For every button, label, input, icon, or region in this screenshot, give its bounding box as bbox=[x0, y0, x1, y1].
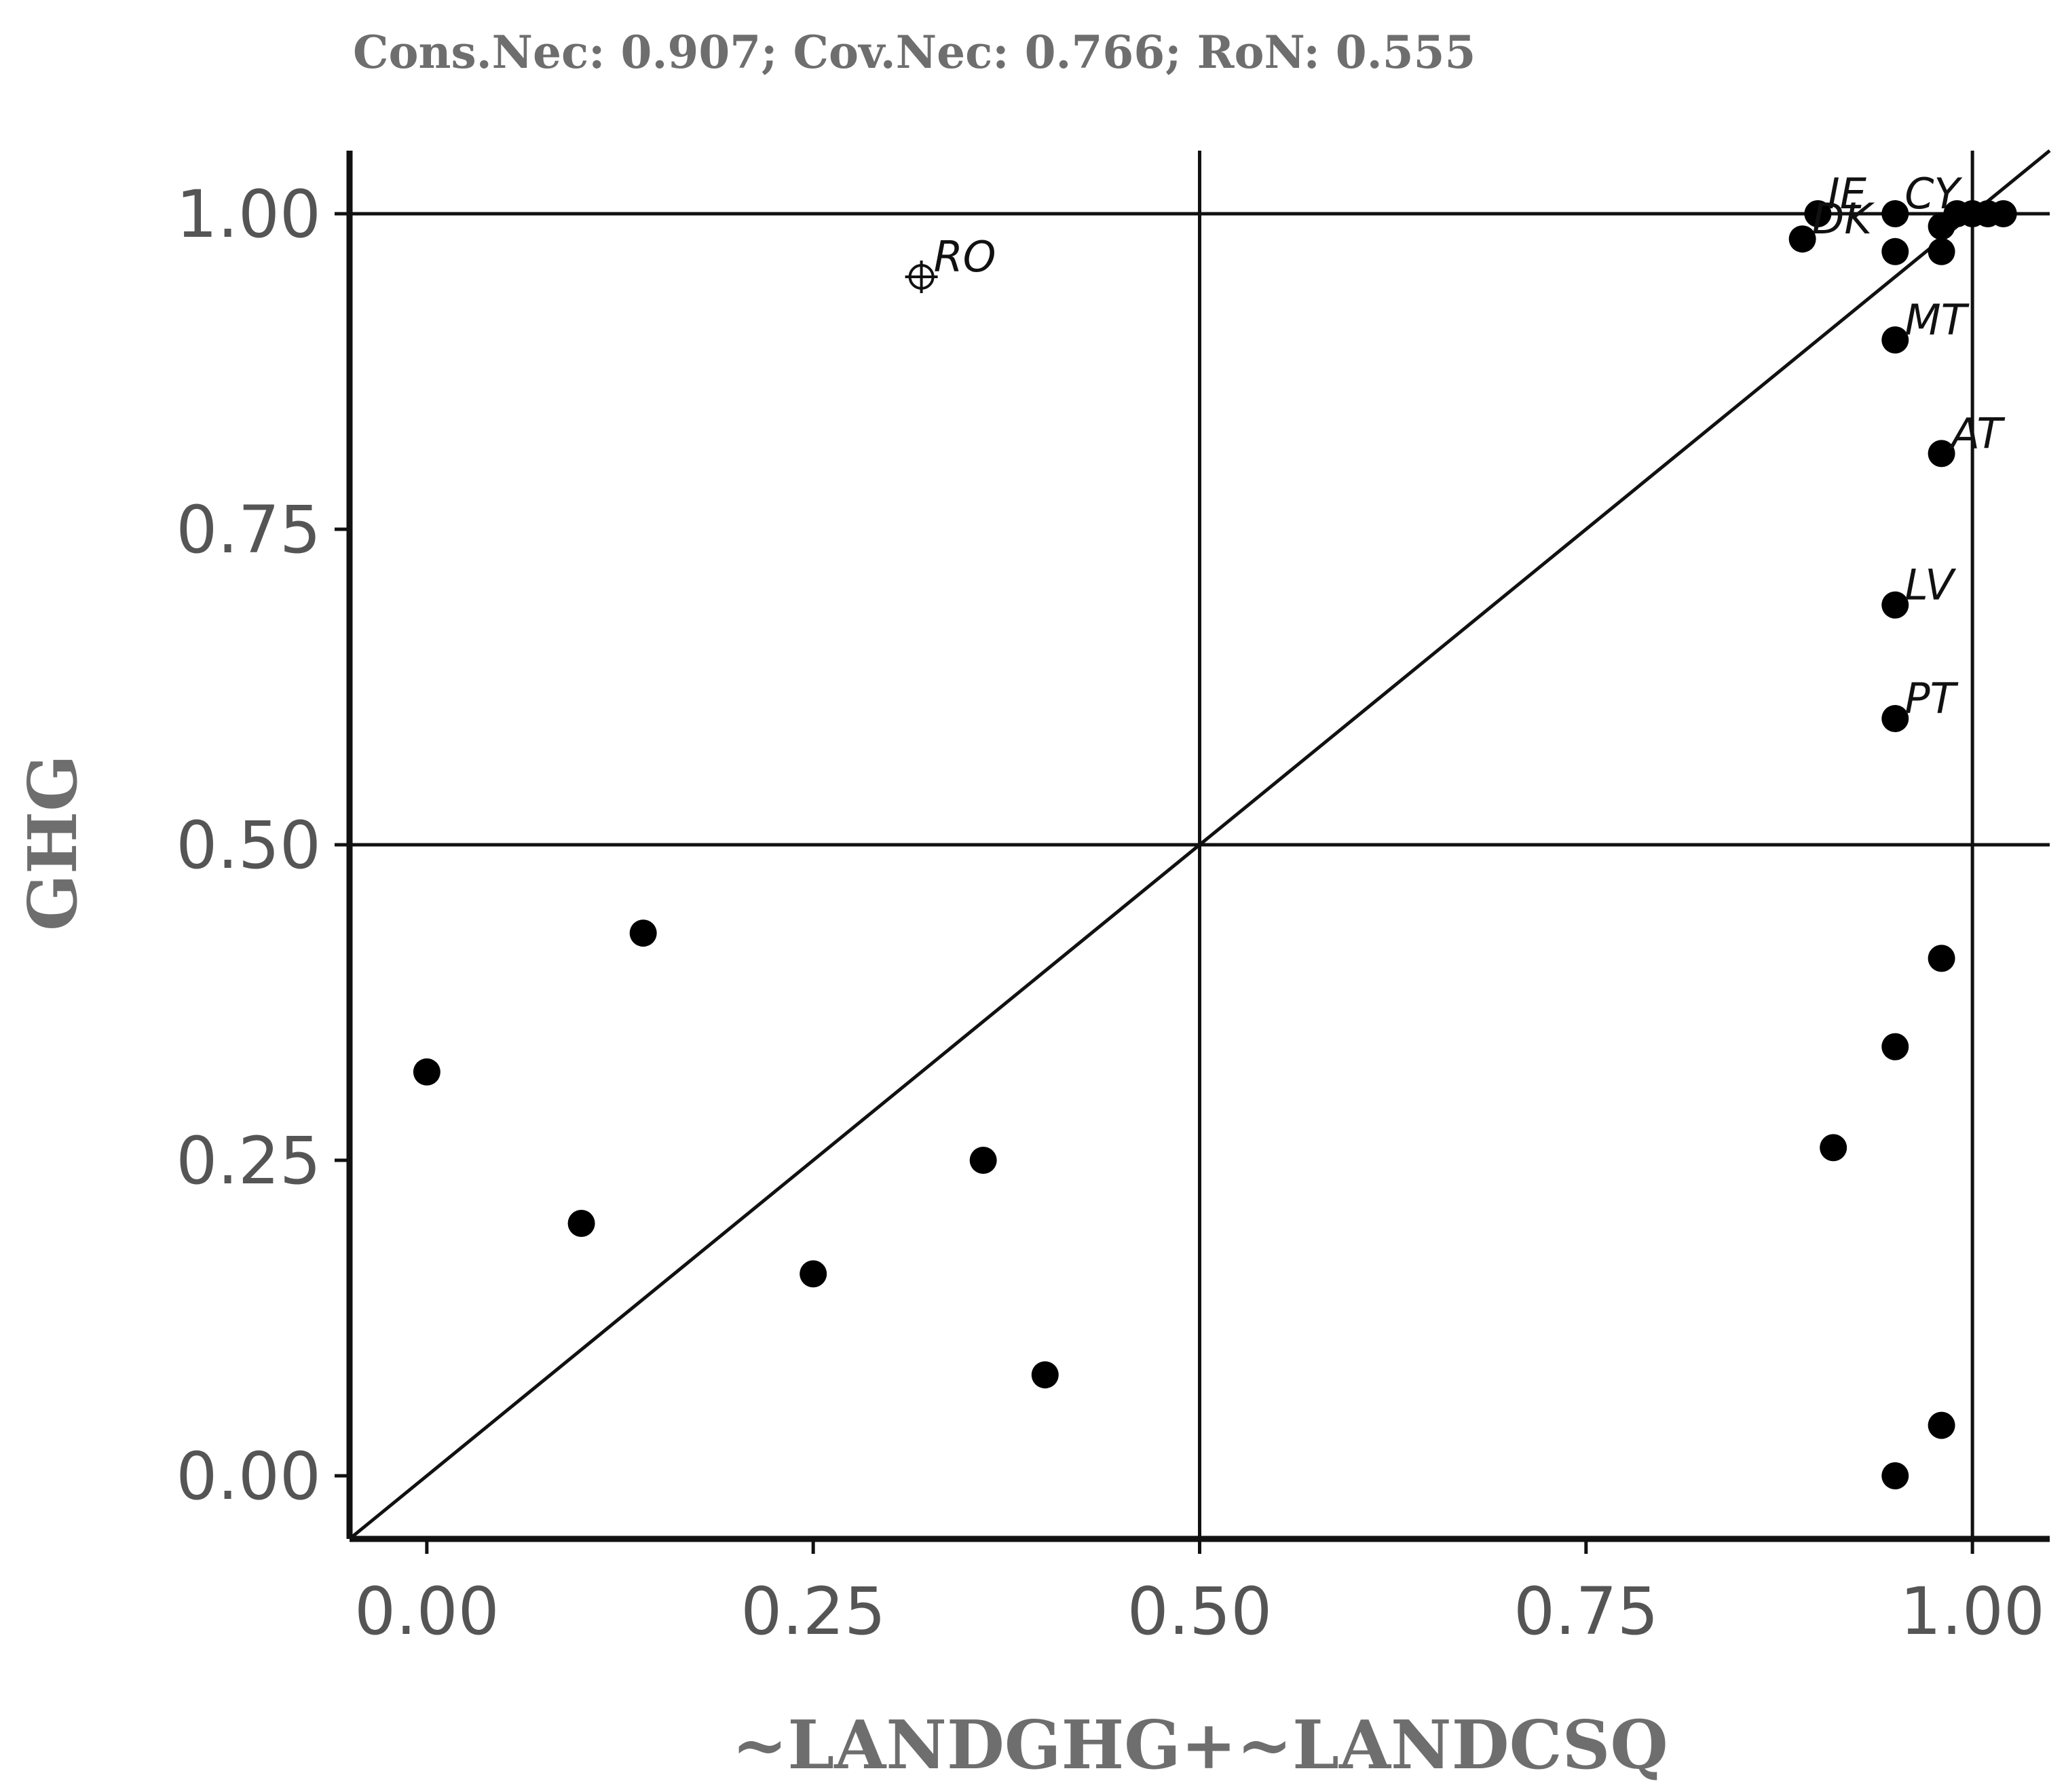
data-point bbox=[413, 1058, 440, 1086]
data-point bbox=[1881, 705, 1909, 732]
y-axis-title: GHG bbox=[14, 755, 92, 931]
x-tick-label: 1.00 bbox=[1900, 1574, 2045, 1650]
data-point bbox=[1788, 225, 1816, 253]
data-point bbox=[969, 1147, 997, 1174]
point-label: LV bbox=[1904, 560, 1957, 610]
point-label: CY bbox=[1904, 169, 1962, 218]
data-point bbox=[1928, 1411, 1955, 1439]
data-point bbox=[1881, 237, 1909, 265]
y-tick-label: 0.25 bbox=[176, 1123, 321, 1199]
plot-panel: 0.00 0.25 0.50 0.75 1.00 0.00 0.25 0.50 0.75 1.0… bbox=[176, 149, 2051, 1650]
data-points bbox=[413, 200, 2017, 1489]
data-point bbox=[1031, 1361, 1059, 1389]
point-label: PT bbox=[1904, 674, 1958, 723]
point-label: AT bbox=[1949, 408, 2006, 458]
y-tick-label: 1.00 bbox=[176, 176, 321, 252]
reference-lines bbox=[348, 149, 2051, 1540]
point-label: MT bbox=[1904, 295, 1969, 345]
data-point bbox=[1928, 237, 1955, 265]
data-point bbox=[567, 1210, 595, 1237]
chart-title: Cons.Nec: 0.907; Cov.Nec: 0.766; RoN: 0.… bbox=[353, 26, 1476, 79]
point-label: IE bbox=[1827, 169, 1866, 218]
y-axis-ticks: 0.00 0.25 0.50 0.75 1.00 bbox=[176, 176, 350, 1514]
data-point bbox=[1928, 945, 1955, 972]
y-tick-label: 0.75 bbox=[176, 492, 321, 568]
data-point bbox=[1989, 200, 2017, 227]
data-point bbox=[1928, 440, 1955, 468]
diagonal-reference-line bbox=[348, 149, 2051, 1540]
data-point bbox=[1881, 591, 1909, 619]
data-point bbox=[1881, 1462, 1909, 1489]
data-point bbox=[1881, 200, 1909, 227]
data-point bbox=[1820, 1134, 1847, 1162]
x-tick-label: 0.25 bbox=[740, 1574, 886, 1650]
x-axis-title: ~LANDGHG+~LANDCSQ bbox=[732, 1707, 1668, 1785]
x-tick-label: 0.00 bbox=[354, 1574, 500, 1650]
deviant-point bbox=[905, 261, 938, 293]
point-label: DK bbox=[1812, 194, 1875, 244]
x-tick-label: 0.50 bbox=[1127, 1574, 1273, 1650]
data-point bbox=[1804, 200, 1832, 227]
y-tick-label: 0.00 bbox=[176, 1438, 321, 1514]
data-point bbox=[1881, 1033, 1909, 1061]
x-tick-label: 0.75 bbox=[1514, 1574, 1659, 1650]
point-label: RO bbox=[934, 232, 996, 282]
data-point bbox=[800, 1260, 827, 1288]
x-axis-ticks: 0.00 0.25 0.50 0.75 1.00 bbox=[354, 1539, 2045, 1650]
y-tick-label: 0.50 bbox=[176, 807, 321, 883]
data-point bbox=[629, 919, 657, 947]
data-point bbox=[1881, 326, 1909, 354]
